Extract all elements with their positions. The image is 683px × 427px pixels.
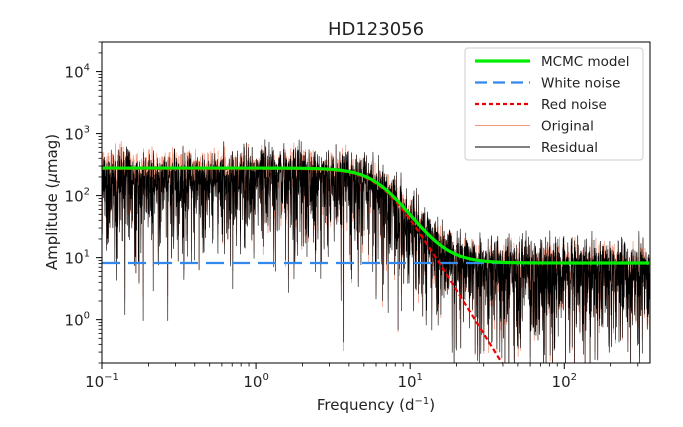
y-tick-label: 104 (65, 63, 90, 82)
legend-label: Red noise (541, 97, 607, 113)
mcmc-model-line (102, 166, 650, 265)
x-tick-label: 10−1 (85, 372, 119, 391)
y-tick-label: 102 (65, 187, 90, 206)
y-axis-label: Amplitude (μmag) (43, 134, 61, 270)
x-tick-label: 100 (243, 372, 268, 391)
x-axis: 10−1 100 101 102 (85, 363, 639, 391)
residual-line (102, 139, 650, 363)
y-tick-label: 100 (65, 311, 90, 330)
y-tick-label: 103 (65, 125, 90, 144)
legend-label: Original (541, 119, 594, 135)
y-tick-label: 101 (65, 249, 90, 268)
y-axis: 100 101 102 103 104 (65, 41, 102, 364)
legend-label: White noise (541, 76, 620, 92)
legend-label: Residual (541, 140, 598, 156)
x-tick-label: 102 (552, 372, 577, 391)
legend-label: MCMC model (541, 54, 629, 70)
legend: MCMC model White noise Red noise Original Re… (464, 47, 644, 161)
residual-series (102, 139, 650, 363)
model-series-group (102, 166, 650, 363)
chart-title: HD123056 (328, 19, 424, 40)
x-tick-label: 101 (397, 372, 422, 391)
x-axis-label: Frequency (d−1) (317, 396, 435, 414)
legend-box (464, 47, 644, 161)
